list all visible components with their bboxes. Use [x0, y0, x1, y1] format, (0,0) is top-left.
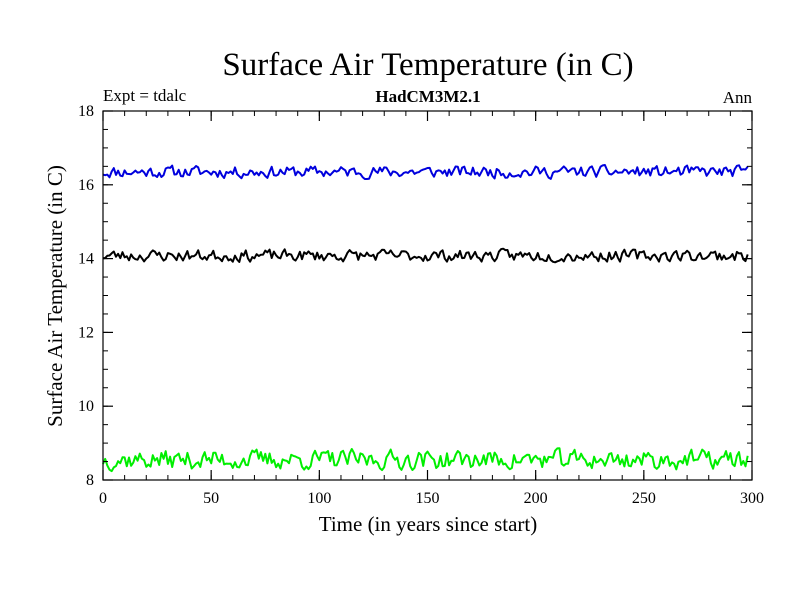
- x-axis-label: Time (in years since start): [319, 512, 538, 536]
- y-tick-label: 12: [78, 324, 94, 341]
- x-tick-label: 50: [203, 490, 219, 507]
- x-tick-label: 150: [416, 490, 440, 507]
- plot-frame: [102, 110, 753, 481]
- plot-area: [102, 164, 749, 473]
- series-line-3: [102, 447, 749, 473]
- y-tick-label: 10: [78, 398, 94, 415]
- x-tick-label: 250: [632, 490, 656, 507]
- y-axis-label: Surface Air Temperature (in C): [43, 165, 67, 427]
- y-tick-label: 8: [86, 472, 94, 489]
- y-tick-label: 16: [78, 177, 94, 194]
- y-tick-label: 14: [78, 251, 94, 268]
- x-tick-label: 300: [740, 490, 764, 507]
- x-tick-label: 200: [524, 490, 548, 507]
- y-tick-label: 18: [78, 103, 94, 120]
- subtitle-center: HadCM3M2.1: [375, 87, 480, 106]
- chart-title: Surface Air Temperature (in C): [222, 47, 633, 83]
- x-tick-label: 0: [99, 490, 107, 507]
- series-line-1: [102, 164, 749, 180]
- series-line-2: [102, 247, 749, 264]
- subtitle-left: Expt = tdalc: [103, 86, 187, 105]
- subtitle-right: Ann: [723, 88, 753, 107]
- x-tick-label: 100: [307, 490, 331, 507]
